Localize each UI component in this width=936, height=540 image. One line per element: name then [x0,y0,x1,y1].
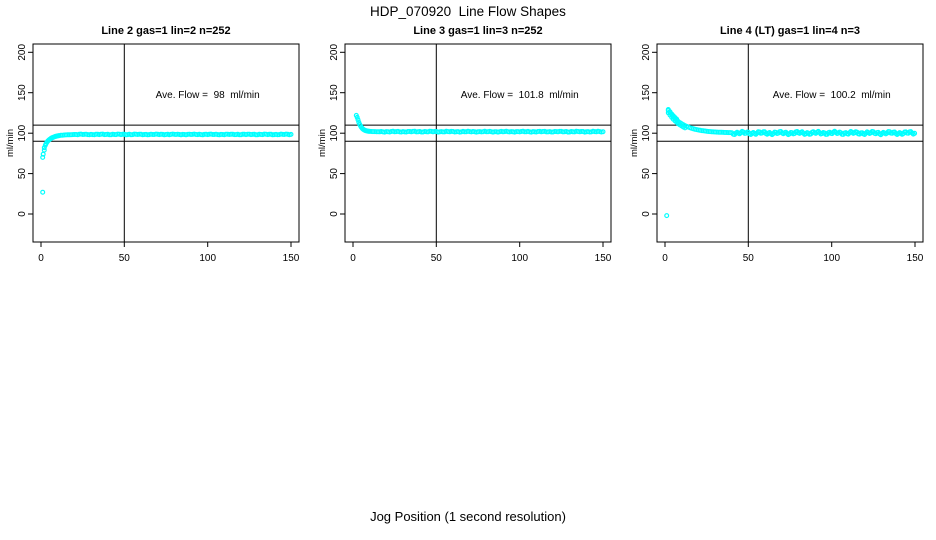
y-tick-label: 0 [329,211,340,217]
y-axis: 0 50 100 150 200 ml/min [629,44,657,217]
x-axis: 0 50 100 150 [350,242,612,264]
plot-line2: 0 50 100 150 0 50 100 150 200 ml/min Line 2 gas=1 … [5,25,300,264]
y-tick-label: 0 [17,211,28,217]
plot-box [32,43,300,243]
x-tick-label: 50 [743,253,755,264]
y-tick-label: 100 [641,124,652,141]
y-axis: 0 50 100 150 200 ml/min [5,44,33,217]
y-tick-label: 200 [329,44,340,61]
reference-lines [345,44,611,242]
x-tick-label: 150 [907,253,924,264]
y-axis: 0 50 100 150 200 ml/min [317,44,345,217]
y-tick-label: 100 [17,124,28,141]
x-tick-label: 100 [511,253,528,264]
y-tick-label: 50 [17,168,28,180]
panel-title: Line 4 (LT) gas=1 lin=4 n=3 [720,25,860,37]
x-axis-outer-label: Jog Position (1 second resolution) [370,509,566,524]
y-tick-label: 50 [641,168,652,180]
y-tick-label: 150 [641,84,652,101]
figure-title: HDP_070920 Line Flow Shapes [370,4,566,19]
ave-flow-annotation: Ave. Flow = 101.8 ml/min [461,90,579,101]
y-axis-label: ml/min [629,129,640,157]
y-axis-label: ml/min [5,129,16,157]
reference-lines [657,44,923,242]
panel-line3: 0 50 100 150 0 50 100 150 200 ml/min Line 3 gas=1 … [312,18,624,282]
y-axis-label: ml/min [317,129,328,157]
data-points [353,112,606,135]
y-tick-label: 200 [17,44,28,61]
x-tick-label: 150 [595,253,612,264]
panel-line2: 0 50 100 150 0 50 100 150 200 ml/min Line 2 gas=1 … [0,18,312,282]
x-axis: 0 50 100 150 [38,242,300,264]
data-points [40,131,294,195]
panel-line4: 0 50 100 150 0 50 100 150 200 ml/min Line 4 (LT) g… [624,18,936,282]
x-tick-label: 0 [350,253,356,264]
ave-flow-annotation: Ave. Flow = 100.2 ml/min [773,90,891,101]
y-tick-label: 100 [329,124,340,141]
panel-title: Line 3 gas=1 lin=3 n=252 [413,25,542,37]
plot-line3: 0 50 100 150 0 50 100 150 200 ml/min Line 3 gas=1 … [317,25,612,264]
data-points [664,106,918,219]
x-tick-label: 100 [199,253,216,264]
x-tick-label: 0 [38,253,44,264]
ave-flow-annotation: Ave. Flow = 98 ml/min [156,90,260,101]
x-tick-label: 150 [283,253,300,264]
y-tick-label: 0 [641,211,652,217]
x-tick-label: 0 [662,253,668,264]
x-axis: 0 50 100 150 [662,242,924,264]
x-tick-label: 50 [431,253,443,264]
x-tick-label: 50 [119,253,131,264]
x-tick-label: 100 [823,253,840,264]
y-tick-label: 200 [641,44,652,61]
y-tick-label: 150 [17,84,28,101]
panel-title: Line 2 gas=1 lin=2 n=252 [101,25,230,37]
y-tick-label: 50 [329,168,340,180]
plot-box [656,43,924,243]
y-tick-label: 150 [329,84,340,101]
reference-lines [33,44,299,242]
plot-box [344,43,612,243]
plot-line4: 0 50 100 150 0 50 100 150 200 ml/min Line 4 (LT) g… [629,25,924,264]
